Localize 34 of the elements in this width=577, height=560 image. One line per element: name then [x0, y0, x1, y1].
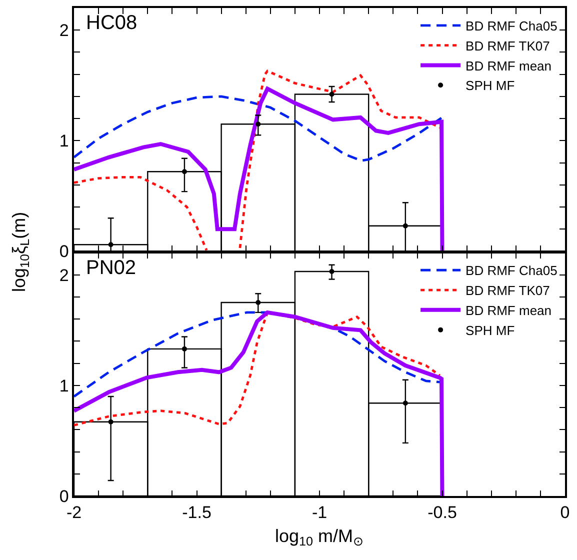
legend-label: BD RMF TK07 [466, 283, 550, 298]
legend-label: BD RMF mean [466, 58, 552, 74]
line-series [74, 95, 444, 162]
legend-label: BD RMF Cha05 [466, 263, 558, 278]
y-tick-label: 1 [59, 376, 69, 396]
line-series [74, 310, 444, 496]
y-tick-label: 0 [59, 486, 69, 506]
x-axis-title: log$_{10}$ m/M$_{⊙}$ [274, 526, 364, 549]
point [108, 419, 114, 424]
point [329, 92, 334, 97]
point [256, 300, 261, 305]
legend-label: BD RMF Cha05 [466, 18, 558, 34]
x-tick-label: -2 [66, 503, 82, 522]
point [182, 169, 187, 174]
y-tick-label: 1 [59, 132, 69, 151]
legend-label: BD RMF TK07 [466, 38, 550, 54]
chart-title: HC08 [86, 12, 138, 34]
point [182, 346, 187, 352]
y-tick-label: 2 [59, 21, 69, 40]
x-tick-label: -0.5 [428, 503, 457, 522]
point [402, 400, 408, 406]
x-tick-label: -1.5 [182, 503, 212, 522]
x-tick-label: 0 [560, 503, 570, 522]
legend-label: BD RMF mean [466, 302, 552, 318]
point [329, 269, 334, 274]
y-tick-label: 2 [59, 266, 69, 285]
x-tick-label: -1 [312, 503, 328, 522]
point [256, 122, 261, 127]
y-tick-label: 0 [59, 242, 69, 262]
point [108, 242, 114, 248]
legend-label: SPH MF [466, 322, 515, 338]
legend-label: SPH MF [466, 78, 515, 94]
chart-title: PN02 [86, 257, 136, 279]
point [402, 223, 408, 228]
